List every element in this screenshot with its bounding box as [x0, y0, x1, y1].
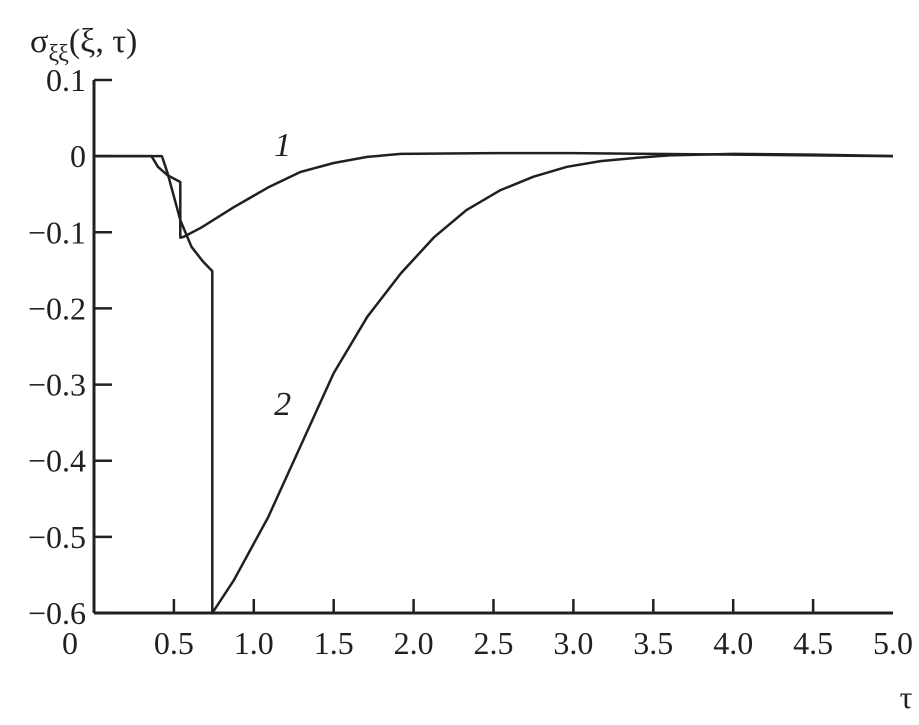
- x-axis-label: τ: [900, 679, 913, 715]
- x-tick-label: 0.5: [154, 625, 194, 661]
- x-tick-label: 5.0: [873, 625, 913, 661]
- y-tick-label: −0.1: [28, 214, 86, 250]
- x-tick-label: 2.5: [474, 625, 514, 661]
- x-tick-label: 2.0: [394, 625, 434, 661]
- x-tick-label: 1.0: [234, 625, 274, 661]
- y-tick-label: −0.6: [28, 595, 86, 631]
- y-axis-label-args: (ξ, τ): [69, 23, 137, 60]
- x-tick-label: 3.0: [553, 625, 593, 661]
- series-group: 12: [94, 127, 894, 615]
- x-tick-label: 4.5: [793, 625, 833, 661]
- y-axis-label-sub: ξξ: [48, 41, 69, 67]
- x-tick-label: 1.5: [314, 625, 354, 661]
- y-tick-label: 0.1: [46, 62, 86, 98]
- y-tick-label: −0.2: [28, 290, 86, 326]
- series-label-2: 2: [274, 386, 291, 423]
- y-tick-label: −0.4: [28, 443, 86, 479]
- y-tick-label: −0.3: [28, 367, 86, 403]
- y-tick-label: 0: [70, 138, 86, 174]
- x-tick-label: 3.5: [633, 625, 673, 661]
- y-tick-label: −0.5: [28, 519, 86, 555]
- y-axis-label: σξξ(ξ, τ): [30, 23, 137, 67]
- x-tick-label: 4.0: [713, 625, 753, 661]
- x-origin-label: 0: [62, 625, 78, 661]
- series-line-2: [94, 152, 894, 615]
- series-label-1: 1: [274, 127, 291, 164]
- axes: 0.1 0 −0.1 −0.2 −0.3 −0.4 −0.5 −0.6 0.5 1.0 1.5 2.0…: [28, 62, 913, 661]
- y-axis-label-main: σ: [30, 23, 48, 60]
